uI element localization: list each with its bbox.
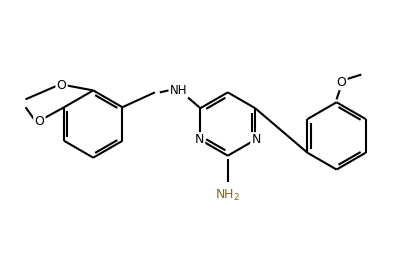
Text: NH$_2$: NH$_2$ [215, 188, 240, 203]
Text: O: O [336, 76, 346, 89]
Text: O: O [34, 115, 44, 128]
Text: N: N [251, 133, 260, 146]
Text: O: O [57, 79, 66, 92]
Text: NH: NH [169, 84, 187, 97]
Text: N: N [194, 133, 204, 146]
